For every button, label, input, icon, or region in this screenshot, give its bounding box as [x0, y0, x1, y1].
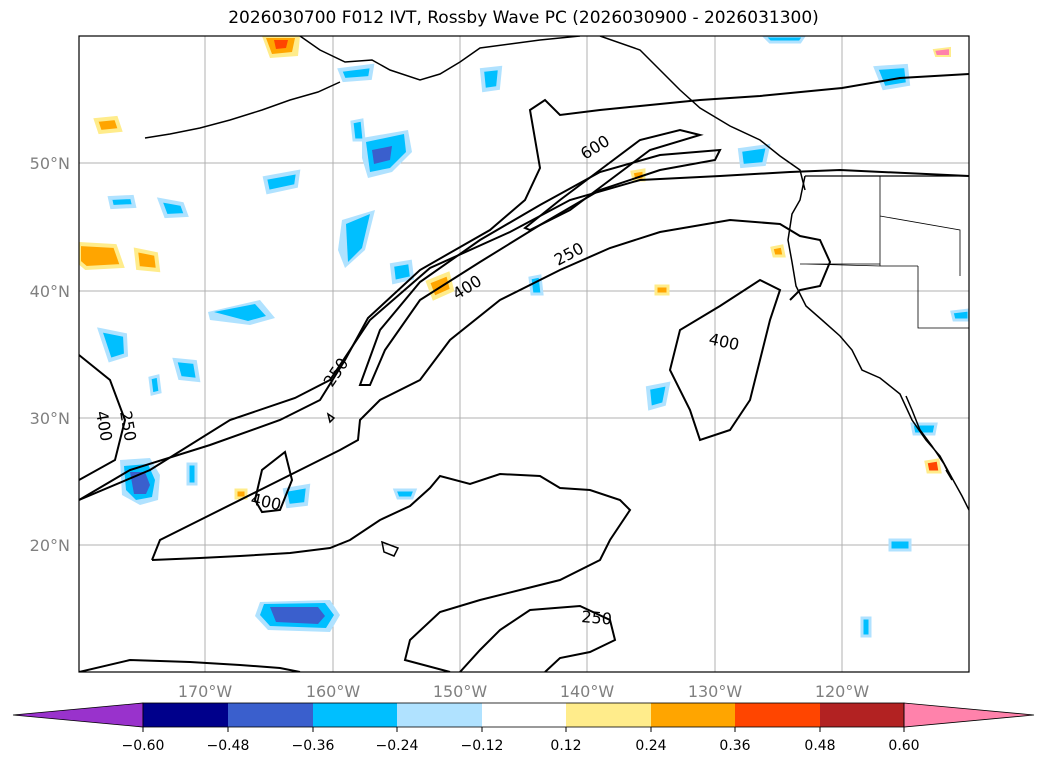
colorbar-segment [735, 703, 820, 727]
negative-anomaly-patch [350, 118, 366, 142]
state-borders [800, 176, 969, 329]
negative-anomaly-patch [262, 169, 301, 195]
colorbar-tick-label: 0.60 [888, 738, 919, 754]
colorbar-ticks [142, 727, 905, 732]
contour-line [668, 278, 782, 442]
alaska-coastline [299, 36, 581, 81]
positive-anomaly-patch [770, 244, 786, 258]
map-frame [79, 36, 969, 672]
colorbar-tick-label: −0.36 [292, 738, 335, 754]
colorbar-segment [313, 703, 397, 727]
negative-anomaly-patch [737, 143, 771, 169]
lon-label: 160°W [306, 682, 361, 701]
map-border [78, 35, 970, 673]
north-america-coastline [787, 175, 969, 511]
negative-anomaly-patch [338, 210, 375, 268]
hawaiian-islands [326, 412, 400, 557]
colorbar-extend-low [12, 702, 144, 728]
lat-label: 40°N [30, 282, 70, 301]
negative-anomaly-patch [172, 357, 201, 383]
lon-label: 150°W [433, 682, 488, 701]
colorbar-tick-label: 0.36 [719, 738, 750, 754]
lat-label: 30°N [30, 409, 70, 428]
positive-anomaly-patch [133, 247, 161, 273]
negative-anomaly-patch [950, 308, 969, 322]
colorbar-tick-label: 0.24 [635, 738, 666, 754]
colorbar-outline [142, 702, 905, 728]
negative-anomaly-patch [761, 36, 806, 44]
positive-anomaly-patch [932, 46, 951, 57]
lat-label: 50°N [30, 154, 70, 173]
contour-label: 250 [581, 607, 613, 629]
contour-line [151, 472, 632, 672]
lat-label: 20°N [30, 536, 70, 555]
negative-anomaly-patch [860, 616, 872, 638]
negative-anomaly-patch [148, 374, 162, 396]
colorbar-segment [228, 703, 313, 727]
colorbar-tick-label: 0.12 [550, 738, 581, 754]
contour-line [79, 73, 969, 501]
colorbar-segment [651, 703, 735, 727]
negative-anomaly-patch [107, 194, 137, 210]
contour-line [79, 168, 969, 501]
lon-label: 140°W [560, 682, 615, 701]
map-title: 2026030700 F012 IVT, Rossby Wave PC (202… [228, 8, 819, 28]
colorbar-tick-label: −0.48 [207, 738, 250, 754]
contour-line [151, 218, 832, 561]
negative-anomaly-patch [255, 600, 340, 632]
negative-anomaly-patch [208, 300, 275, 325]
baja-peninsula [905, 395, 953, 481]
colorbar: −0.60 −0.48 −0.36 −0.24 −0.12 0.12 0.24 … [12, 702, 1035, 754]
lon-label: 130°W [688, 682, 743, 701]
latitude-labels: 50°N 40°N 30°N 20°N [30, 154, 70, 555]
positive-anomaly-patch [654, 284, 670, 296]
colorbar-tick-label: −0.12 [461, 738, 504, 754]
contour-line [79, 658, 301, 672]
contour-line [523, 128, 704, 232]
coastlines [144, 36, 969, 557]
lon-label: 170°W [178, 682, 233, 701]
colorbar-tick-label: −0.60 [122, 738, 165, 754]
positive-anomaly-patch [262, 36, 300, 58]
negative-anomaly-patch [156, 197, 189, 219]
negative-anomaly-patch [282, 483, 311, 509]
gridlines [79, 36, 969, 672]
ivt-contours [79, 73, 969, 672]
colorbar-segment [482, 703, 566, 727]
positive-anomaly-patch [79, 241, 125, 271]
contour-line [253, 450, 294, 514]
negative-anomaly-patch [392, 488, 418, 500]
colorbar-segment [397, 703, 482, 727]
negative-anomaly-patch [645, 381, 671, 411]
aleutian-islands [144, 81, 341, 139]
alaska-panhandle [599, 36, 806, 191]
positive-anomaly-patch [924, 458, 942, 474]
positive-anomaly-patch [93, 115, 123, 135]
contour-line [79, 354, 127, 481]
contour-line [459, 604, 617, 672]
colorbar-segment [143, 703, 228, 727]
colorbar-extend-high [903, 702, 1035, 728]
negative-anomaly-patch [186, 462, 198, 486]
lon-label: 120°W [815, 682, 870, 701]
longitude-labels: 170°W 160°W 150°W 140°W 130°W 120°W [178, 682, 870, 701]
negative-anomaly-patch [479, 65, 503, 93]
negative-anomaly-patch [362, 130, 412, 178]
colorbar-tick-label: 0.48 [804, 738, 835, 754]
colorbar-tick-label: −0.24 [376, 738, 419, 754]
negative-anomaly-patch [97, 327, 129, 363]
contour-line [358, 148, 722, 386]
colorbar-segment [820, 703, 904, 727]
negative-anomaly-patch [337, 63, 375, 83]
negative-anomaly-patch [888, 538, 912, 552]
colorbar-segment [566, 703, 651, 727]
